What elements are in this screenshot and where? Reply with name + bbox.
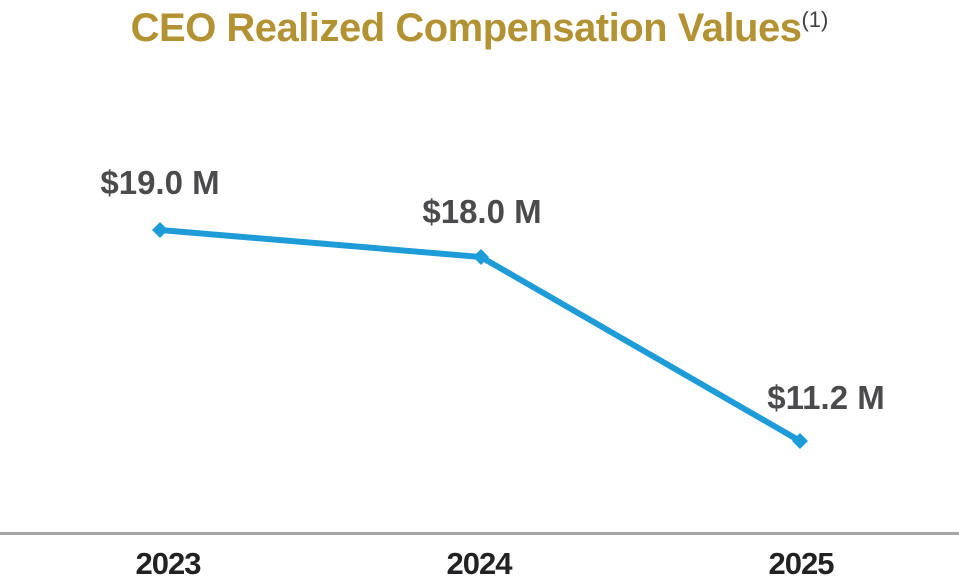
- data-point-marker-2023: [152, 222, 168, 238]
- x-axis-line: [0, 532, 959, 535]
- data-point-label-2023: $19.0 M: [100, 164, 220, 201]
- chart-title: CEO Realized Compensation Values(1): [0, 6, 959, 51]
- data-point-marker-2025: [792, 433, 808, 449]
- data-point-label-2024: $18.0 M: [422, 193, 542, 230]
- chart-title-footnote-ref: (1): [801, 7, 829, 32]
- data-point-label-2025: $11.2 M: [767, 379, 885, 416]
- x-axis-label-2024: 2024: [446, 546, 513, 581]
- x-axis-label-2025: 2025: [768, 546, 835, 581]
- x-axis-label-2023: 2023: [135, 546, 202, 581]
- chart-title-text: CEO Realized Compensation Values: [130, 6, 802, 50]
- data-point-marker-2024: [473, 249, 489, 265]
